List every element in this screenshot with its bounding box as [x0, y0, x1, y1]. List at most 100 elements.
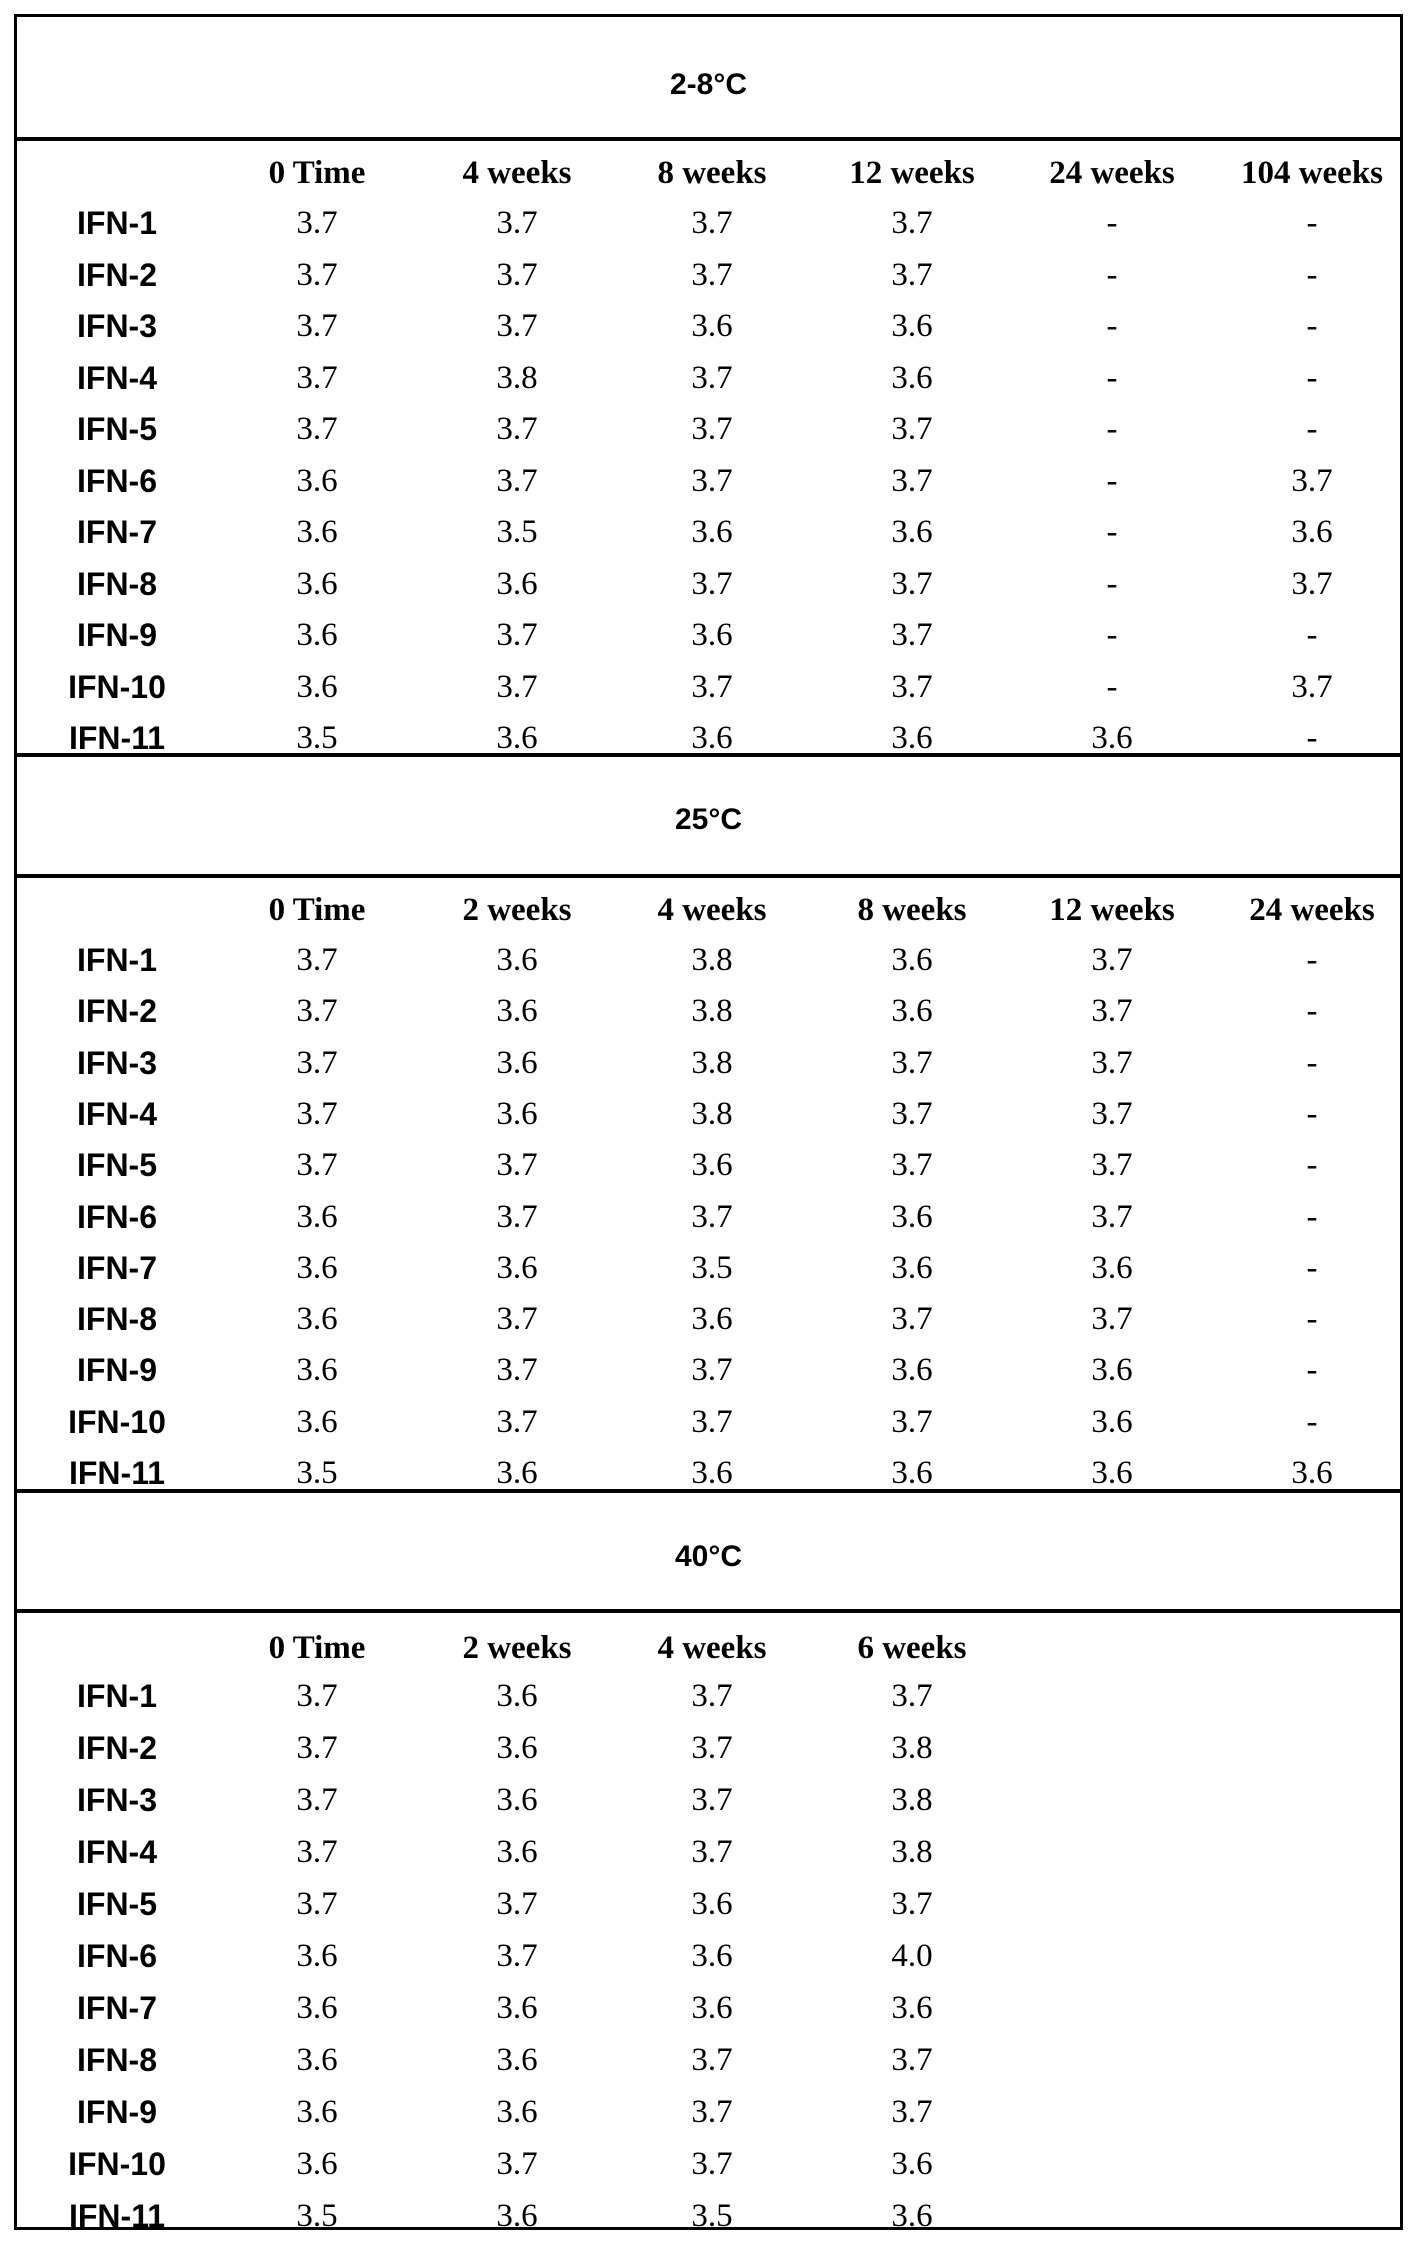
- table-cell: 3.7: [612, 667, 812, 707]
- table-cell: 3.7: [612, 1780, 812, 1820]
- table-cell: 3.7: [612, 1197, 812, 1237]
- table-cell: 3.6: [612, 1145, 812, 1185]
- table-cell: -: [1212, 1094, 1412, 1134]
- table-cell: 3.8: [612, 940, 812, 980]
- table-cell: 3.6: [1012, 1402, 1212, 1442]
- table-cell: -: [1012, 409, 1212, 449]
- row-label: IFN-5: [17, 409, 217, 449]
- table-cell: 3.7: [417, 1936, 617, 1976]
- table-cell: -: [1212, 1145, 1412, 1185]
- table-cell: 3.7: [612, 2144, 812, 2184]
- table-cell: -: [1012, 203, 1212, 243]
- row-label: IFN-5: [17, 1145, 217, 1185]
- table-cell: 3.7: [417, 1197, 617, 1237]
- column-header: 4 weeks: [417, 153, 617, 193]
- table-cell: 3.6: [417, 1094, 617, 1134]
- table-cell: -: [1012, 461, 1212, 501]
- table-cell: 3.6: [612, 718, 812, 758]
- table-cell: 3.6: [812, 2196, 1012, 2236]
- row-label: IFN-8: [17, 2040, 217, 2080]
- table-cell: 3.7: [417, 409, 617, 449]
- table-cell: -: [1012, 306, 1212, 346]
- table-cell: 3.7: [812, 1676, 1012, 1716]
- table-cell: -: [1012, 667, 1212, 707]
- column-header: 0 Time: [217, 153, 417, 193]
- table-cell: 3.6: [812, 1350, 1012, 1390]
- table-cell: 3.6: [217, 1350, 417, 1390]
- table-cell: 3.6: [1212, 512, 1412, 552]
- row-label: IFN-2: [17, 1728, 217, 1768]
- row-label: IFN-8: [17, 564, 217, 604]
- section-divider: [17, 753, 1400, 757]
- table-cell: 3.6: [217, 1299, 417, 1339]
- row-label: IFN-10: [17, 1402, 217, 1442]
- table-cell: -: [1012, 512, 1212, 552]
- table-cell: 3.7: [612, 1728, 812, 1768]
- table-cell: -: [1212, 306, 1412, 346]
- table-cell: 3.5: [612, 1248, 812, 1288]
- table-cell: 3.6: [812, 2144, 1012, 2184]
- table-cell: 3.7: [812, 1043, 1012, 1083]
- table-cell: -: [1012, 564, 1212, 604]
- table-cell: 3.6: [417, 1988, 617, 2028]
- table-cell: 3.7: [417, 461, 617, 501]
- table-cell: 3.6: [1012, 1350, 1212, 1390]
- table-cell: 3.7: [1212, 461, 1412, 501]
- column-header: 24 weeks: [1012, 153, 1212, 193]
- table-cell: 3.6: [1012, 718, 1212, 758]
- table-cell: 3.7: [812, 1299, 1012, 1339]
- table-cell: 3.7: [612, 203, 812, 243]
- table-cell: 3.7: [217, 1043, 417, 1083]
- table-cell: 3.6: [417, 1676, 617, 1716]
- table-cell: -: [1012, 615, 1212, 655]
- table-cell: 3.6: [1212, 1453, 1412, 1493]
- table-cell: 3.7: [217, 306, 417, 346]
- table-cell: 4.0: [812, 1936, 1012, 1976]
- table-cell: 3.5: [217, 2196, 417, 2236]
- column-header: 2 weeks: [417, 1628, 617, 1668]
- table-cell: -: [1212, 1248, 1412, 1288]
- table-cell: 3.7: [417, 203, 617, 243]
- section-divider: [17, 1489, 1400, 1493]
- table-cell: 3.7: [1012, 1145, 1212, 1185]
- table-cell: 3.8: [812, 1780, 1012, 1820]
- table-cell: 3.7: [812, 1884, 1012, 1924]
- table-cell: -: [1212, 718, 1412, 758]
- table-cell: 3.6: [812, 1248, 1012, 1288]
- table-cell: 3.7: [612, 1350, 812, 1390]
- table-cell: 3.7: [812, 667, 1012, 707]
- table-cell: 3.6: [217, 667, 417, 707]
- table-cell: 3.6: [217, 1402, 417, 1442]
- table-cell: 3.6: [417, 1043, 617, 1083]
- table-cell: 3.7: [217, 203, 417, 243]
- table-cell: 3.8: [612, 1094, 812, 1134]
- table-cell: 3.7: [612, 2092, 812, 2132]
- table-cell: 3.6: [1012, 1453, 1212, 1493]
- table-cell: 3.7: [812, 1402, 1012, 1442]
- table-cell: 3.5: [217, 1453, 417, 1493]
- table-cell: 3.7: [812, 203, 1012, 243]
- row-label: IFN-4: [17, 358, 217, 398]
- table-cell: 3.7: [612, 1402, 812, 1442]
- column-header: 4 weeks: [612, 1628, 812, 1668]
- column-header: 104 weeks: [1212, 153, 1412, 193]
- table-cell: 3.7: [612, 1676, 812, 1716]
- row-label: IFN-9: [17, 1350, 217, 1390]
- table-cell: 3.7: [812, 615, 1012, 655]
- table-cell: 3.7: [612, 461, 812, 501]
- table-cell: 3.6: [812, 358, 1012, 398]
- row-label: IFN-10: [17, 667, 217, 707]
- table-cell: 3.7: [217, 358, 417, 398]
- stability-table: 2-8°C0 Time4 weeks8 weeks12 weeks24 week…: [14, 14, 1403, 2230]
- table-cell: 3.7: [417, 255, 617, 295]
- table-cell: -: [1212, 1299, 1412, 1339]
- table-cell: 3.8: [417, 358, 617, 398]
- table-cell: 3.7: [417, 1402, 617, 1442]
- table-cell: 3.7: [217, 1832, 417, 1872]
- section-title: 2-8°C: [17, 68, 1400, 102]
- row-label: IFN-11: [17, 718, 217, 758]
- table-cell: 3.6: [417, 991, 617, 1031]
- row-label: IFN-1: [17, 203, 217, 243]
- row-label: IFN-5: [17, 1884, 217, 1924]
- column-header: 4 weeks: [612, 890, 812, 930]
